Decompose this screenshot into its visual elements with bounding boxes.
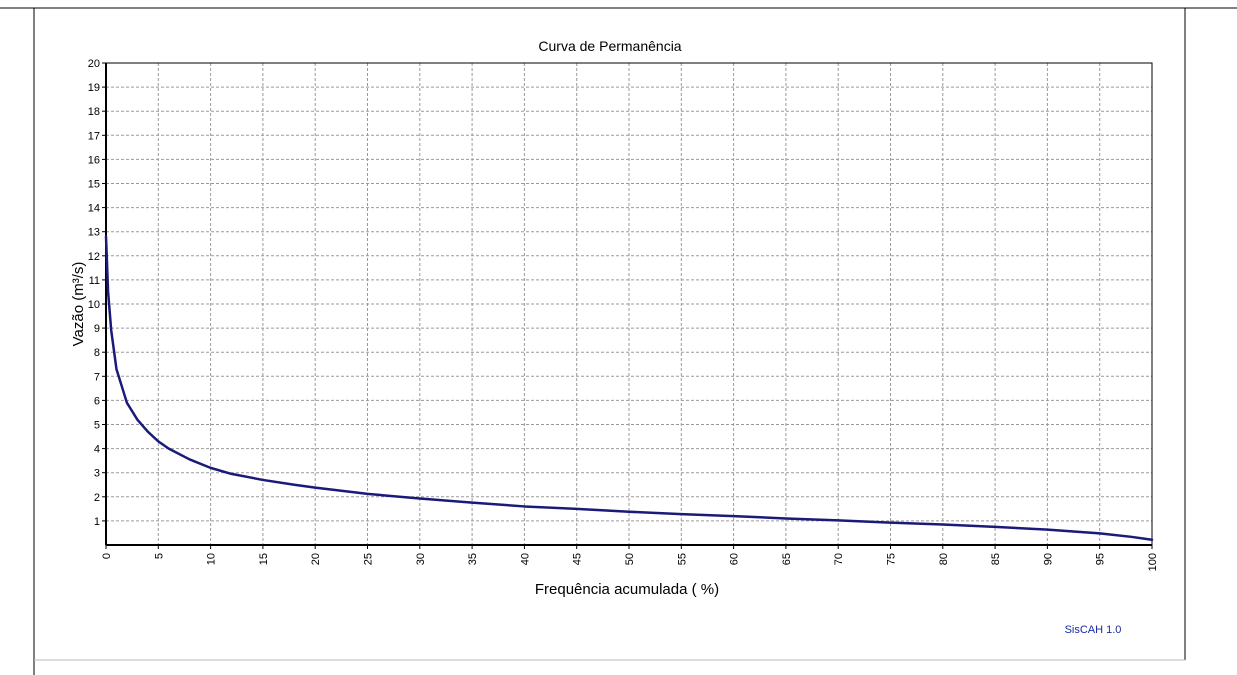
y-tick-label: 2 [94,492,100,504]
x-tick-label: 85 [990,553,1002,565]
x-tick-label: 40 [519,553,531,565]
y-tick-label: 19 [88,82,100,94]
y-tick-label: 8 [94,347,100,359]
y-axis-label: Vazão (m³/s) [70,262,87,347]
x-tick-label: 50 [624,553,636,565]
x-tick-label: 100 [1147,553,1159,571]
x-tick-label: 95 [1095,553,1107,565]
x-tick-label: 30 [415,553,427,565]
x-tick-label: 80 [938,553,950,565]
x-axis-label: Frequência acumulada ( %) [535,581,719,598]
y-tick-label: 16 [88,154,100,166]
x-tick-label: 20 [310,553,322,565]
y-tick-label: 14 [88,203,100,215]
x-tick-label: 55 [676,553,688,565]
watermark-text: SisCAH 1.0 [1065,624,1122,636]
x-tick-label: 90 [1042,553,1054,565]
chart-title: Curva de Permanência [538,38,681,54]
y-tick-label: 10 [88,299,100,311]
y-tick-label: 4 [94,444,100,456]
x-tick-label: 75 [886,553,898,565]
y-tick-label: 12 [88,251,100,263]
x-tick-label: 5 [153,553,165,559]
y-tick-label: 15 [88,179,100,191]
y-tick-label: 11 [89,275,100,287]
x-tick-label: 45 [572,553,584,565]
y-tick-label: 6 [94,395,100,407]
series-line [104,235,1154,541]
x-tick-label: 65 [781,553,793,565]
x-tick-label: 25 [363,553,375,565]
y-tick-label: 17 [88,130,100,142]
y-tick-label: 18 [88,106,100,118]
grid [106,63,1152,545]
y-tick-label: 7 [94,371,100,383]
y-tick-label: 1 [94,516,100,528]
y-tick-label: 3 [94,468,100,480]
axes [102,62,1153,549]
x-tick-label: 70 [833,553,845,565]
y-tick-label: 13 [88,227,100,239]
y-tick-label: 5 [94,420,100,432]
x-tick-label: 15 [258,553,270,565]
series [104,235,1154,541]
y-tick-label: 20 [88,58,100,70]
x-tick-label: 10 [206,553,218,565]
y-tick-label: 9 [94,323,100,335]
x-tick-label: 0 [101,553,113,559]
x-tick-label: 60 [729,553,741,565]
tick-labels: 0 5 10 15 20 25 30 35 40 45 50 55 60 65 70 75 80 85 90 95 10… [88,58,1159,571]
x-tick-label: 35 [467,553,479,565]
